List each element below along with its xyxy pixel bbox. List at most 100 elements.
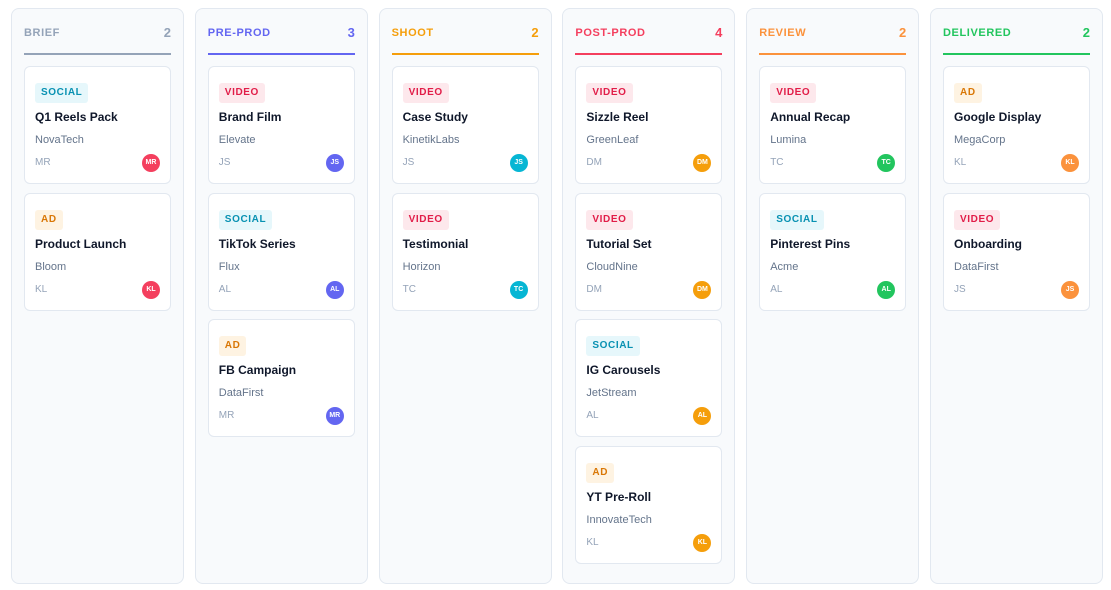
client-name: Acme xyxy=(770,260,799,273)
column-pre-prod: PRE-PROD 3 VIDEO Brand Film Elevate JS JS SOCIA… xyxy=(194,8,368,584)
avatar: JS xyxy=(325,154,344,172)
column-post-prod: POST-PROD 4 VIDEO Sizzle Reel GreenLeaf DM DM V… xyxy=(562,8,736,584)
assignee-initials: MR xyxy=(35,157,51,168)
task-card[interactable]: SOCIAL IG Carousels JetStream AL AL xyxy=(575,319,723,437)
column-header: REVIEW 2 xyxy=(759,9,907,55)
client-name: NovaTech xyxy=(35,134,84,146)
tag-badge: SOCIAL xyxy=(35,83,89,103)
task-card[interactable]: SOCIAL Pinterest Pins Acme AL AL xyxy=(759,192,907,311)
column-review: REVIEW 2 VIDEO Annual Recap Lumina TC TC SOCIAL… xyxy=(746,8,920,584)
assignee-initials: MR xyxy=(218,410,235,421)
column-header: SHOOT 2 xyxy=(391,9,539,55)
assignee-initials: DM xyxy=(586,157,602,168)
task-card[interactable]: AD YT Pre-Roll InnovateTech KL KL xyxy=(575,445,723,564)
client-name: Elevate xyxy=(218,134,256,146)
client-name: GreenLeaf xyxy=(586,134,639,146)
client-name: Lumina xyxy=(770,134,807,146)
column-count: 3 xyxy=(347,25,355,40)
client-name: KinetikLabs xyxy=(402,134,460,146)
task-card[interactable]: AD Product Launch Bloom KL KL xyxy=(24,192,171,311)
task-card[interactable]: VIDEO Annual Recap Lumina TC TC xyxy=(759,66,907,184)
client-name: Bloom xyxy=(35,260,67,273)
card-title: Case Study xyxy=(402,110,468,124)
card-title: Q1 Reels Pack xyxy=(35,110,118,124)
card-title: Brand Film xyxy=(218,110,282,124)
kanban-board: BRIEF 2 SOCIAL Q1 Reels Pack NovaTech MR MR AD P… xyxy=(11,8,1103,584)
avatar: AL xyxy=(693,407,712,425)
tag-badge: AD xyxy=(954,83,982,103)
card-title: Sizzle Reel xyxy=(586,110,649,124)
column-shoot: SHOOT 2 VIDEO Case Study KinetikLabs JS JS VIDE… xyxy=(378,8,552,584)
avatar: MR xyxy=(325,407,344,425)
task-card[interactable]: AD Google Display MegaCorp KL KL xyxy=(943,66,1090,184)
assignee-initials: JS xyxy=(218,157,231,168)
task-card[interactable]: VIDEO Tutorial Set CloudNine DM DM xyxy=(575,192,723,311)
assignee-initials: KL xyxy=(35,283,48,295)
task-card[interactable]: VIDEO Brand Film Elevate JS JS xyxy=(207,66,355,184)
assignee-initials: TC xyxy=(770,157,784,168)
column-count: 2 xyxy=(531,25,539,40)
task-card[interactable]: SOCIAL TikTok Series Flux AL AL xyxy=(207,192,355,311)
avatar: JS xyxy=(509,154,528,172)
client-name: CloudNine xyxy=(586,260,638,273)
avatar: JS xyxy=(1061,280,1079,299)
task-card[interactable]: AD FB Campaign DataFirst MR MR xyxy=(207,319,355,437)
avatar: AL xyxy=(325,280,344,299)
column-count: 2 xyxy=(898,25,907,40)
avatar: MR xyxy=(142,154,160,172)
card-title: TikTok Series xyxy=(218,236,296,251)
tag-badge: VIDEO xyxy=(770,83,817,103)
card-title: Tutorial Set xyxy=(586,236,652,251)
client-name: MegaCorp xyxy=(954,134,1006,146)
card-title: Product Launch xyxy=(35,236,127,251)
client-name: DataFirst xyxy=(218,387,264,399)
tag-badge: VIDEO xyxy=(954,209,1001,230)
avatar: DM xyxy=(693,280,712,299)
tag-badge: VIDEO xyxy=(402,209,449,230)
client-name: InnovateTech xyxy=(586,513,652,526)
column-header: POST-PROD 4 xyxy=(575,9,723,55)
client-name: DataFirst xyxy=(954,260,999,273)
assignee-initials: KL xyxy=(954,157,967,168)
card-title: YT Pre-Roll xyxy=(586,489,652,504)
assignee-initials: AL xyxy=(218,283,232,295)
client-name: JetStream xyxy=(586,387,637,399)
column-count: 2 xyxy=(1082,25,1090,40)
tag-badge: AD xyxy=(218,336,247,356)
task-card[interactable]: VIDEO Testimonial Horizon TC TC xyxy=(391,192,539,311)
tag-badge: VIDEO xyxy=(586,209,633,230)
card-title: IG Carousels xyxy=(586,363,661,377)
avatar: AL xyxy=(877,280,896,299)
tag-badge: VIDEO xyxy=(218,83,265,103)
column-title: REVIEW xyxy=(759,27,807,39)
avatar: KL xyxy=(693,533,712,552)
client-name: Flux xyxy=(218,260,240,273)
assignee-initials: AL xyxy=(770,283,783,295)
assignee-initials: DM xyxy=(586,283,602,295)
card-title: FB Campaign xyxy=(218,363,297,377)
tag-badge: VIDEO xyxy=(586,83,633,103)
column-brief: BRIEF 2 SOCIAL Q1 Reels Pack NovaTech MR MR AD P… xyxy=(11,8,184,584)
avatar: DM xyxy=(693,154,712,172)
tag-badge: SOCIAL xyxy=(586,336,640,356)
tag-badge: SOCIAL xyxy=(770,209,824,230)
task-card[interactable]: SOCIAL Q1 Reels Pack NovaTech MR MR xyxy=(24,66,171,184)
column-count: 2 xyxy=(163,25,171,40)
tag-badge: VIDEO xyxy=(402,83,449,103)
column-header: DELIVERED 2 xyxy=(943,9,1090,55)
card-title: Pinterest Pins xyxy=(770,236,851,251)
tag-badge: AD xyxy=(35,209,63,230)
avatar: TC xyxy=(509,280,528,299)
assignee-initials: AL xyxy=(586,410,599,421)
task-card[interactable]: VIDEO Sizzle Reel GreenLeaf DM DM xyxy=(575,66,723,184)
task-card[interactable]: VIDEO Onboarding DataFirst JS JS xyxy=(943,192,1090,311)
task-card[interactable]: VIDEO Case Study KinetikLabs JS JS xyxy=(391,66,539,184)
column-header: BRIEF 2 xyxy=(24,9,171,55)
column-header: PRE-PROD 3 xyxy=(207,9,355,55)
column-count: 4 xyxy=(715,25,723,40)
column-title: DELIVERED xyxy=(943,27,1012,39)
client-name: Horizon xyxy=(402,260,441,273)
assignee-initials: JS xyxy=(954,283,966,295)
avatar: TC xyxy=(877,154,896,172)
card-title: Onboarding xyxy=(954,236,1022,251)
